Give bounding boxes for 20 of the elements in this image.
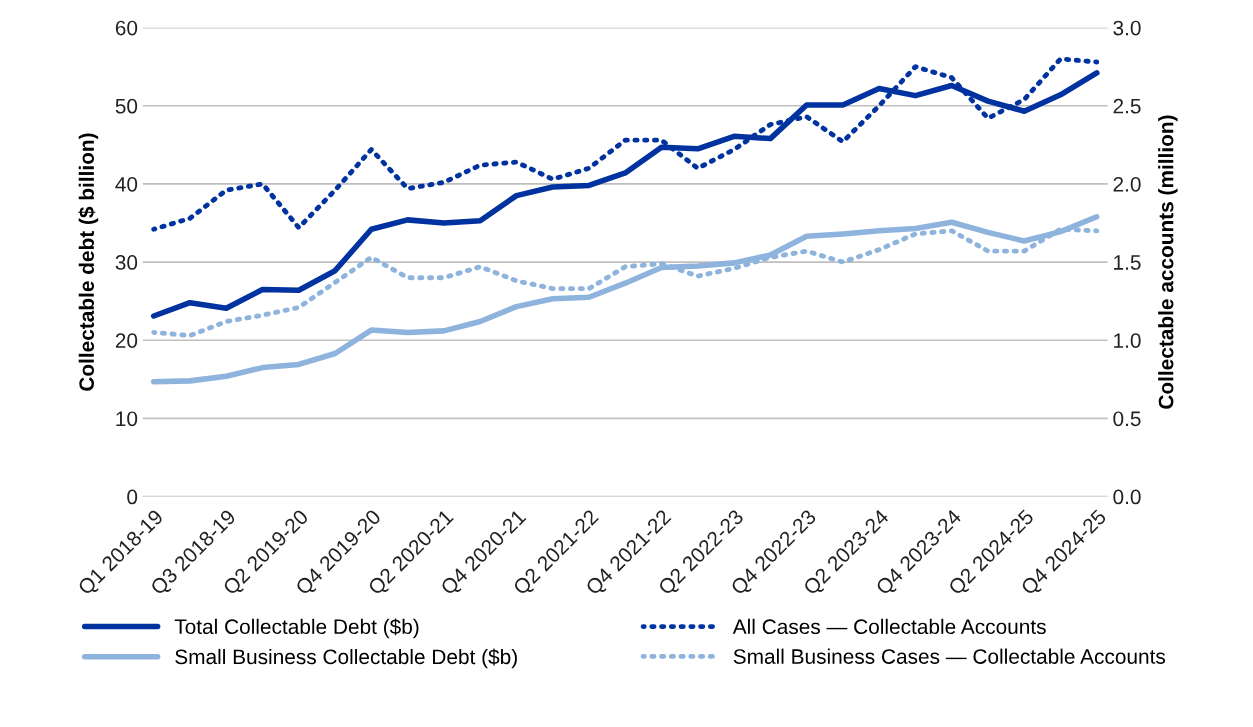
y-tick-label: 40 [115, 176, 138, 192]
y2-tick-label: 3.0 [1113, 20, 1141, 36]
y2-tick-label: 0.5 [1113, 411, 1141, 427]
y-tick-label: 20 [115, 333, 138, 348]
y2-tick-label: 1.5 [1114, 255, 1141, 270]
y2-tick-label: 0.0 [1113, 489, 1141, 505]
y-tick-label: 0 [127, 489, 138, 505]
legend-label: Small Business Cases — Collectable Accounts [733, 648, 1166, 664]
legend-label: Small Business Collectable Debt ($b) [175, 648, 517, 669]
y2-axis-title: Collectable accounts (million) [1158, 115, 1178, 409]
y-axis-title: Collectable debt ($ billion) [78, 133, 99, 391]
y-tick-label: 50 [115, 98, 138, 114]
y2-tick-label: 2.0 [1113, 176, 1141, 192]
y-tick-label: 10 [116, 411, 138, 427]
legend-label: All Cases — Collectable Accounts [732, 618, 1046, 635]
y2-tick-label: 2.5 [1113, 98, 1141, 114]
legend-label: Total Collectable Debt ($b) [174, 618, 419, 639]
y-tick-label: 30 [115, 255, 138, 270]
y2-tick-label: 1.0 [1114, 333, 1141, 348]
y-tick-label: 60 [115, 20, 138, 36]
